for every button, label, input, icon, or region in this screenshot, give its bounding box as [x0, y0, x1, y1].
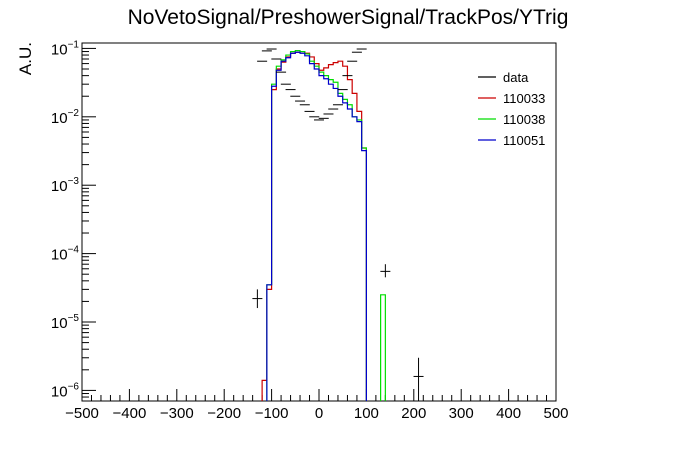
x-tick-label: 100	[354, 405, 379, 422]
y-tick-label: 10−3	[51, 176, 80, 195]
plot-frame	[81, 42, 557, 402]
x-tick-label: 500	[543, 405, 568, 422]
x-tick-label: 200	[401, 405, 426, 422]
legend-label: 110038	[503, 112, 545, 127]
x-tick-label: 300	[449, 405, 474, 422]
series-110033-histogram	[261, 50, 367, 401]
histogram-series	[261, 49, 386, 401]
y-tick-label: 10−5	[51, 313, 80, 332]
legend-label: 110051	[503, 133, 545, 148]
plot-area-border	[81, 42, 557, 402]
x-tick-label: −400	[113, 405, 147, 422]
y-tick-label: 10−2	[51, 108, 80, 127]
x-tick-label: −100	[255, 405, 289, 422]
x-tick-label: −200	[207, 405, 241, 422]
x-axis: −500 −400 −300 −200 −100 0 100 200 300 400 500	[65, 389, 569, 422]
series-110038-histogram	[266, 49, 386, 401]
chart-title: NoVetoSignal/PreshowerSignal/TrackPos/YT…	[128, 6, 569, 29]
legend-label: data	[503, 70, 529, 85]
legend: data 110033 110038 110051	[478, 70, 545, 148]
x-tick-label: 400	[496, 405, 521, 422]
y-axis: 10−1 10−2 10−3 10−4 10−5 10−6	[51, 39, 96, 402]
legend-label: 110033	[503, 91, 545, 106]
x-tick-label: 0	[315, 405, 323, 422]
y-tick-label: 10−6	[51, 381, 80, 400]
x-tick-label: −300	[160, 405, 194, 422]
data-points	[252, 48, 424, 401]
y-tick-label: 10−1	[51, 39, 80, 58]
data-point	[413, 357, 424, 401]
data-point	[252, 289, 263, 309]
y-axis-label: A.U.	[16, 42, 35, 75]
data-point	[380, 264, 391, 278]
x-tick-label: −500	[65, 405, 99, 422]
y-tick-label: 10−4	[51, 245, 80, 264]
series-110051-histogram	[266, 51, 367, 401]
